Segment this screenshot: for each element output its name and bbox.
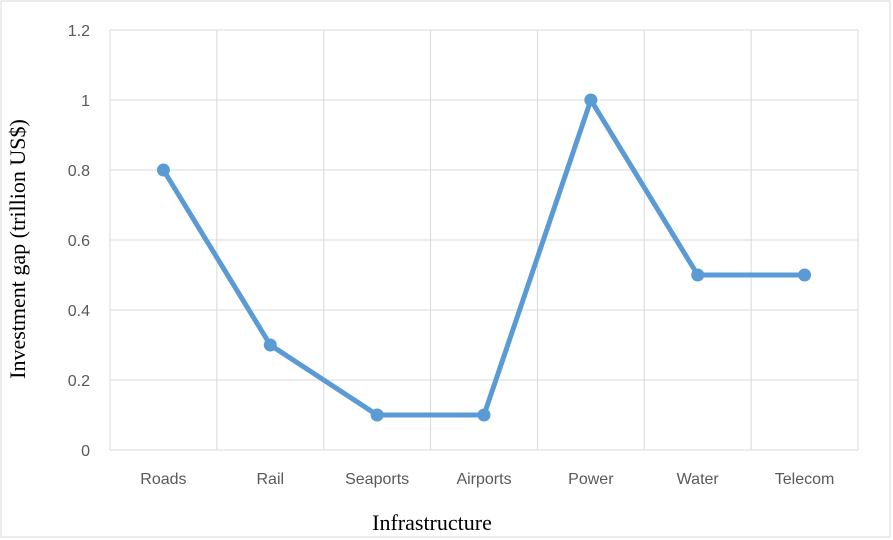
data-point [584, 93, 598, 107]
x-tick-label: Telecom [775, 471, 835, 488]
x-tick-label: Seaports [345, 471, 409, 488]
x-axis-ticks: Roads Rail Seaports Airports Power Water Telec… [140, 471, 834, 488]
y-tick-label: 0.6 [68, 233, 90, 250]
x-tick-label: Airports [456, 471, 511, 488]
x-tick-label: Roads [140, 471, 186, 488]
y-axis-title: Investment gap (trillion US$) [5, 119, 30, 379]
series [156, 93, 812, 422]
gridlines [109, 29, 859, 451]
y-tick-label: 0.2 [68, 373, 90, 390]
x-tick-label: Rail [257, 471, 285, 488]
y-tick-label: 1 [81, 93, 90, 110]
data-point [691, 268, 705, 282]
x-axis-title: Infrastructure [372, 510, 492, 535]
y-axis-ticks: 0 0.2 0.4 0.6 0.8 1 1.2 [68, 23, 90, 460]
x-tick-label: Power [568, 471, 614, 488]
y-tick-label: 0 [81, 443, 90, 460]
x-tick-label: Water [677, 471, 720, 488]
data-point [370, 408, 384, 422]
y-tick-label: 0.8 [68, 163, 90, 180]
data-point [798, 268, 812, 282]
data-point [156, 163, 170, 177]
y-tick-label: 0.4 [68, 303, 90, 320]
y-tick-label: 1.2 [68, 23, 90, 40]
data-point [477, 408, 491, 422]
data-point [263, 338, 277, 352]
